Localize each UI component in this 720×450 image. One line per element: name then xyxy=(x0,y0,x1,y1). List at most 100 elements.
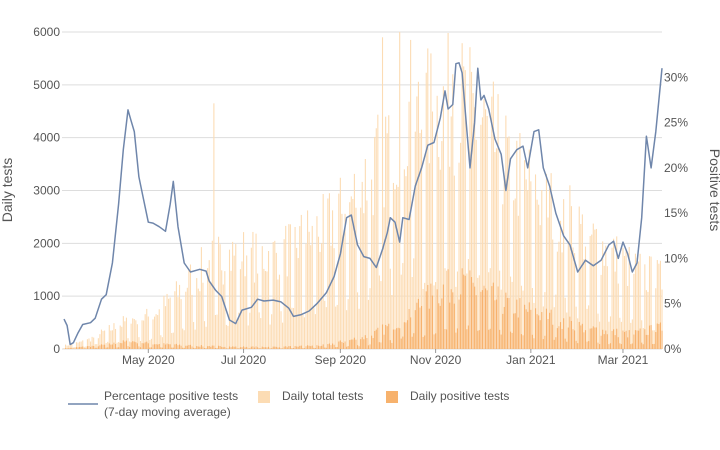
positive-bar xyxy=(627,337,629,349)
positive-bar xyxy=(211,345,213,349)
positive-bar xyxy=(227,348,229,349)
total-bar xyxy=(157,315,159,349)
positive-bar xyxy=(425,291,427,349)
total-bar xyxy=(205,326,207,349)
positive-bar xyxy=(513,313,515,349)
positive-bar xyxy=(104,344,106,349)
positive-bar xyxy=(636,330,638,349)
total-bar xyxy=(563,199,565,349)
total-bar xyxy=(533,302,535,349)
total-bar xyxy=(230,270,232,349)
positive-bar xyxy=(530,309,532,349)
total-bar xyxy=(542,306,544,349)
positive-bar xyxy=(193,347,195,349)
positive-bar xyxy=(97,346,99,349)
positive-bar xyxy=(405,322,407,349)
total-bar xyxy=(502,204,504,349)
total-bar xyxy=(208,260,210,349)
total-bar xyxy=(628,246,630,349)
positive-bar xyxy=(116,347,118,349)
total-bar xyxy=(300,214,302,349)
total-bar xyxy=(316,216,318,349)
total-bar xyxy=(272,242,274,349)
total-bar xyxy=(330,245,332,349)
total-bar xyxy=(77,342,79,349)
positive-bar xyxy=(461,268,463,349)
total-bar xyxy=(152,319,154,349)
total-bar xyxy=(132,318,134,349)
total-bar xyxy=(470,71,473,350)
positive-bar xyxy=(338,341,340,349)
total-bar xyxy=(122,316,124,349)
total-bar xyxy=(341,213,343,349)
total-bar xyxy=(453,175,455,349)
left-tick-label: 4000 xyxy=(33,131,60,145)
total-bar xyxy=(280,311,282,349)
positive-bar xyxy=(588,341,590,349)
positive-bar xyxy=(527,311,529,349)
total-bar xyxy=(358,308,360,349)
positive-bar xyxy=(83,348,85,349)
total-bar xyxy=(169,297,171,349)
positive-bar xyxy=(260,348,262,349)
positive-bar xyxy=(172,347,174,349)
positive-bar xyxy=(111,344,113,349)
total-bar xyxy=(506,137,508,349)
total-bar xyxy=(114,328,117,349)
total-bar xyxy=(528,149,530,349)
left-axis-ticks: 0 1000 2000 3000 4000 5000 6000 xyxy=(33,25,60,356)
positive-bar xyxy=(625,330,627,349)
positive-bar xyxy=(247,348,249,349)
positive-bar xyxy=(481,290,483,349)
total-bar xyxy=(633,273,635,349)
positive-bar xyxy=(520,334,523,349)
positive-bar xyxy=(155,344,157,349)
positive-bar xyxy=(623,331,626,349)
total-bar xyxy=(388,115,390,349)
positive-bar xyxy=(421,305,423,349)
total-bar xyxy=(602,241,604,349)
total-bar xyxy=(481,117,483,349)
positive-bar xyxy=(356,345,359,349)
total-bar xyxy=(389,268,391,349)
total-bar xyxy=(469,47,471,349)
positive-bar xyxy=(143,343,145,349)
total-bar xyxy=(631,319,633,349)
positive-bar xyxy=(341,341,343,349)
positive-bar xyxy=(469,270,471,349)
positive-bar xyxy=(308,345,310,349)
total-bar xyxy=(514,198,516,349)
total-bar xyxy=(203,321,206,349)
total-bar xyxy=(647,291,649,349)
positive-bar xyxy=(450,289,452,349)
total-bar xyxy=(150,338,152,349)
positive-bar xyxy=(508,297,510,349)
total-bar xyxy=(452,74,454,350)
total-bar xyxy=(406,166,409,349)
total-bar xyxy=(558,241,560,349)
total-bar xyxy=(160,335,162,349)
positive-bar xyxy=(414,310,416,349)
total-bar xyxy=(180,299,182,349)
total-bar xyxy=(495,148,498,349)
positive-bar xyxy=(470,277,473,349)
positive-bar xyxy=(216,347,218,349)
positive-bar xyxy=(533,338,535,349)
positive-bar xyxy=(631,343,633,349)
total-bar xyxy=(428,163,430,349)
total-bar xyxy=(397,186,399,349)
total-bar xyxy=(545,173,548,349)
positive-bar xyxy=(378,342,380,349)
total-bar xyxy=(253,282,256,349)
total-bar xyxy=(527,190,529,349)
positive-bar xyxy=(539,320,541,349)
positive-bar xyxy=(605,330,607,349)
total-bar xyxy=(531,288,533,349)
total-bar xyxy=(364,159,366,349)
total-bar xyxy=(260,318,262,349)
total-bar xyxy=(317,236,320,349)
positive-bar xyxy=(558,326,560,349)
total-bar xyxy=(536,199,538,349)
total-bar xyxy=(228,249,231,349)
total-bar xyxy=(553,307,555,349)
